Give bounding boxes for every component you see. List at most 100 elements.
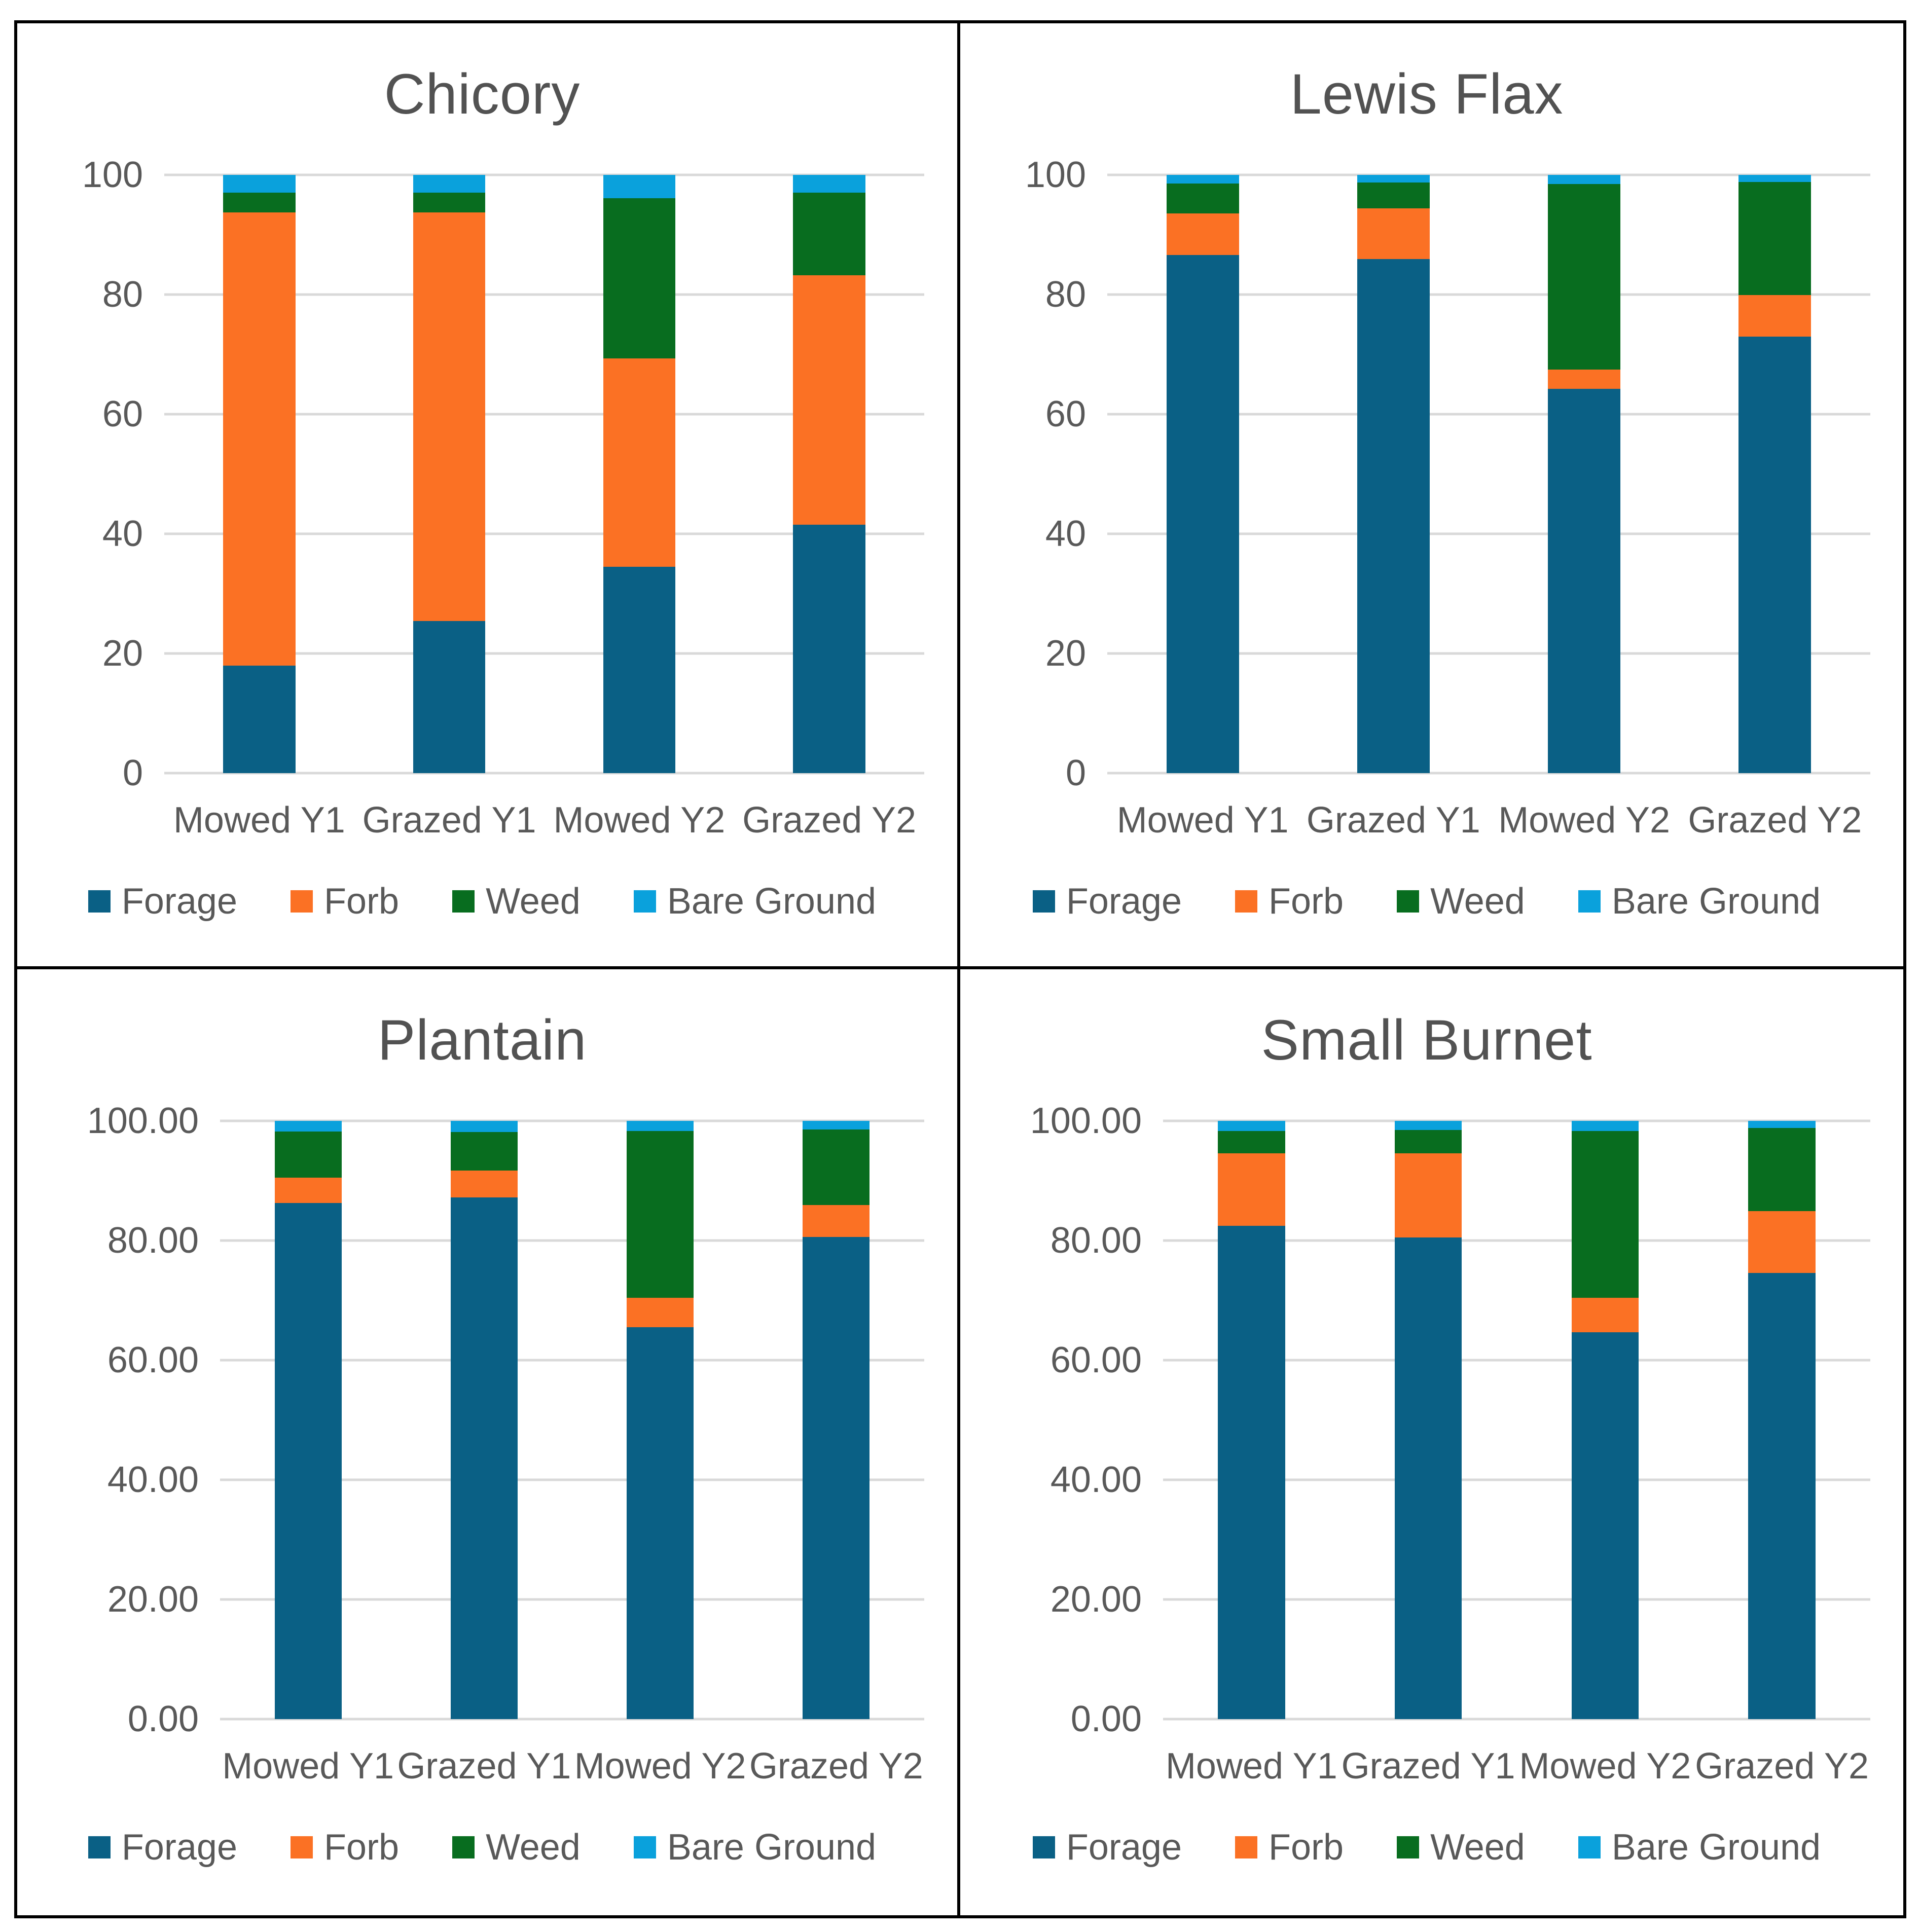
y-tick-label: 40.00 (1050, 1460, 1142, 1500)
y-tick-label: 0.00 (1070, 1699, 1142, 1739)
chart-cell: Lewis Flax 100 80 60 40 20 0 Mowed Y1 Grazed Y… (960, 23, 1903, 969)
y-axis: 100 80 60 40 20 0 (40, 155, 164, 793)
bar-segment-forb (1357, 208, 1430, 260)
gridline (164, 652, 924, 655)
legend-item: Weed (1397, 881, 1525, 922)
y-tick-label: 100 (1025, 155, 1086, 195)
legend-label: Forage (1066, 1827, 1182, 1868)
legend: Forage Forb Weed Bare Ground (983, 881, 1870, 922)
legend-item: Bare Ground (633, 1827, 876, 1868)
legend-swatch-bare-ground (1578, 1836, 1601, 1858)
bar-segment-weed (1571, 1131, 1639, 1298)
bar-group (1489, 175, 1680, 773)
chart-panel: Chicory 100 80 60 40 20 0 Mowed Y1 Grazed Y1 Mo… (17, 23, 957, 966)
bar-segment-forage (413, 621, 486, 773)
legend-item: Forb (1235, 881, 1344, 922)
bars-layer (1107, 175, 1870, 773)
bar-segment-forb (223, 212, 296, 666)
bar-segment-weed (1166, 183, 1239, 213)
legend-swatch-forb (1235, 890, 1258, 913)
legend-label: Forage (121, 881, 238, 922)
x-category-label: Grazed Y1 (1306, 800, 1480, 841)
y-tick-label: 80.00 (107, 1220, 199, 1261)
legend: Forage Forb Weed Bare Ground (983, 1827, 1870, 1868)
legend-swatch-forb (291, 890, 313, 913)
x-category-label: Mowed Y1 (173, 800, 345, 841)
legend-item: Forb (1235, 1827, 1344, 1868)
y-tick-label: 20 (1045, 633, 1086, 674)
bar-segment-weed (274, 1132, 342, 1178)
bar-segment-weed (1738, 182, 1812, 296)
legend-swatch-forage (1032, 890, 1055, 913)
bar-group (1163, 1121, 1340, 1719)
x-category-label: Mowed Y1 (1116, 800, 1289, 841)
plot-area (220, 1119, 924, 1721)
bar-segment-bare-ground (1357, 175, 1430, 183)
x-axis: Mowed Y1 Grazed Y1 Mowed Y2 Grazed Y2 (164, 799, 924, 841)
y-tick-label: 0 (1065, 753, 1086, 793)
bar-segment-forage (1357, 259, 1430, 773)
bars-layer (220, 1121, 924, 1719)
legend-label: Weed (1430, 881, 1525, 922)
bar-segment-weed (413, 193, 486, 213)
legend-swatch-forage (1032, 1836, 1055, 1858)
bar-segment-bare-ground (1394, 1121, 1462, 1130)
bar-segment-forb (1748, 1211, 1816, 1273)
y-tick-label: 40 (1045, 514, 1086, 554)
legend-swatch-weed (1397, 1836, 1420, 1858)
legend-swatch-weed (452, 1836, 475, 1858)
chart-area: 100 80 60 40 20 0 (40, 155, 924, 793)
x-category-label: Grazed Y2 (749, 1746, 923, 1787)
chart-cell: Plantain 100.00 80.00 60.00 40.00 20.00 0.00 … (17, 969, 960, 1915)
gridline (220, 1239, 924, 1242)
bar-segment-forage (1738, 336, 1812, 773)
stacked-bar (1548, 175, 1621, 773)
legend: Forage Forb Weed Bare Ground (40, 881, 924, 922)
legend-swatch-forb (1235, 1836, 1258, 1858)
stacked-bar (627, 1121, 694, 1719)
y-tick-label: 60 (1045, 394, 1086, 434)
bar-segment-forb (1738, 295, 1812, 337)
y-tick-label: 0 (122, 753, 143, 793)
gridline (1107, 413, 1870, 416)
gridline (1163, 1718, 1870, 1721)
x-category-label: Grazed Y2 (1688, 800, 1862, 841)
stacked-bar (1218, 1121, 1285, 1719)
bar-segment-forb (1166, 213, 1239, 256)
bar-segment-forage (274, 1202, 342, 1719)
bar-group (1107, 175, 1298, 773)
x-category-label: Grazed Y1 (1341, 1746, 1515, 1787)
bar-segment-forb (793, 275, 865, 525)
x-category-label: Mowed Y1 (222, 1746, 394, 1787)
x-axis: Mowed Y1 Grazed Y1 Mowed Y2 Grazed Y2 (1163, 1745, 1870, 1787)
bar-group (396, 1121, 572, 1719)
gridline (164, 772, 924, 775)
charts-grid: Chicory 100 80 60 40 20 0 Mowed Y1 Grazed Y1 Mo… (14, 20, 1906, 1918)
stacked-bar (803, 1121, 870, 1719)
gridline (1163, 1359, 1870, 1362)
legend-label: Forb (324, 881, 400, 922)
chart-area: 100.00 80.00 60.00 40.00 20.00 0.00 (40, 1101, 924, 1739)
bar-segment-forage (223, 665, 296, 773)
bar-segment-weed (1748, 1128, 1816, 1212)
bar-group (572, 1121, 748, 1719)
legend-swatch-weed (1397, 890, 1420, 913)
bar-segment-forage (450, 1197, 518, 1719)
bar-segment-forage (603, 566, 676, 773)
gridline (220, 1478, 924, 1481)
x-category-label: Grazed Y2 (1695, 1746, 1869, 1787)
stacked-bar (603, 175, 676, 773)
bars-layer (1163, 1121, 1870, 1719)
legend-item: Forage (1032, 1827, 1182, 1868)
bar-segment-weed (1394, 1129, 1462, 1153)
bar-group (164, 175, 354, 773)
y-tick-label: 20.00 (107, 1579, 199, 1620)
x-category-label: Grazed Y1 (397, 1746, 571, 1787)
bar-group (748, 1121, 924, 1719)
gridline (220, 1718, 924, 1721)
gridline (1107, 293, 1870, 296)
bar-segment-forb (1394, 1153, 1462, 1238)
legend-item: Bare Ground (1578, 881, 1821, 922)
y-tick-label: 100.00 (87, 1101, 199, 1141)
